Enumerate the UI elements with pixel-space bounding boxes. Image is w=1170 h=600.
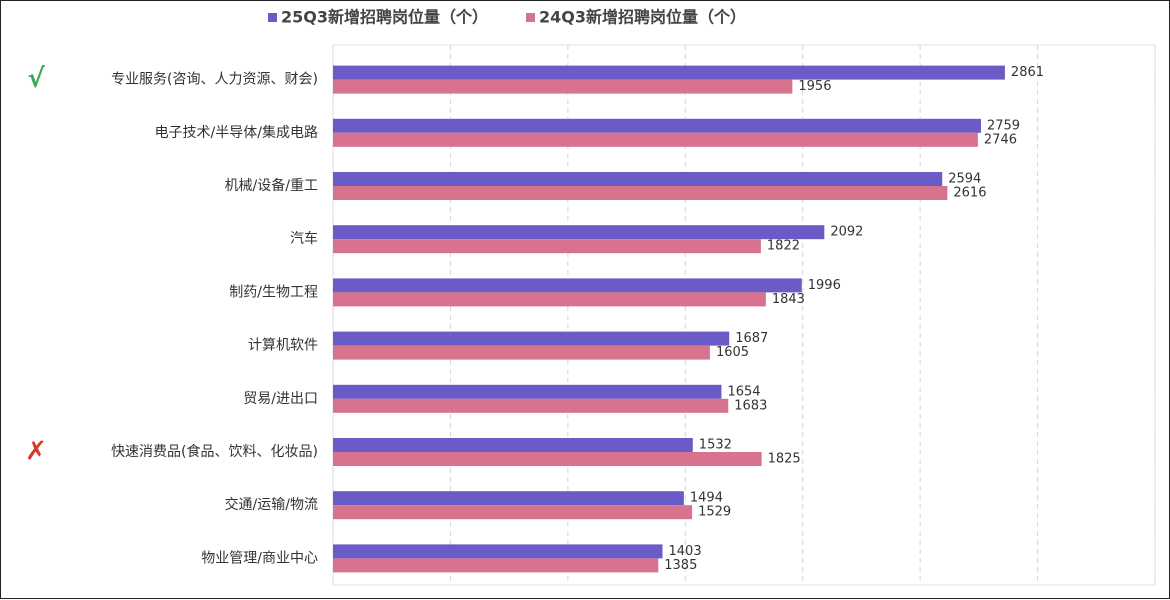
legend-label: 25Q3新增招聘岗位量（个） — [281, 8, 488, 27]
value-label: 2594 — [948, 172, 981, 187]
value-label: 2759 — [987, 118, 1020, 133]
value-label: 1843 — [772, 292, 805, 307]
bar — [333, 505, 693, 520]
value-label: 1529 — [698, 505, 731, 520]
value-label: 1996 — [808, 278, 841, 293]
annotation: √ — [27, 64, 45, 94]
bar — [333, 398, 729, 413]
value-label: 1654 — [727, 384, 760, 399]
legend-swatch — [526, 13, 535, 22]
bar — [333, 491, 684, 506]
value-label: 1532 — [699, 438, 732, 453]
value-label: 1956 — [798, 79, 831, 94]
value-label: 1683 — [734, 398, 767, 413]
legend-swatch — [268, 13, 277, 22]
value-label: 2861 — [1011, 65, 1044, 80]
value-label: 2616 — [953, 186, 986, 201]
bar — [333, 292, 766, 307]
y-tick-label: 计算机软件 — [248, 338, 318, 354]
bar — [333, 345, 710, 360]
value-label: 1687 — [735, 331, 768, 346]
bar — [333, 79, 793, 94]
annotation: ✗ — [25, 437, 47, 467]
value-label: 2746 — [984, 132, 1017, 147]
y-tick-label: 快速消费品(食品、饮料、化妆品) — [111, 443, 318, 460]
y-tick-label: 制药/生物工程 — [229, 284, 318, 300]
y-tick-label: 专业服务(咨询、人力资源、财会) — [111, 72, 318, 88]
bar — [333, 331, 730, 346]
bar — [333, 186, 948, 200]
bar — [333, 118, 981, 133]
y-tick-label: 机械/设备/重工 — [225, 177, 318, 194]
bar — [333, 278, 802, 293]
y-tick-label: 电子技术/半导体/集成电路 — [155, 124, 318, 141]
value-label: 2092 — [830, 225, 863, 240]
bar — [333, 558, 659, 573]
bar — [333, 132, 978, 147]
bar — [333, 239, 761, 254]
bar — [333, 452, 762, 466]
y-tick-label: 汽车 — [290, 230, 318, 247]
bar — [333, 544, 663, 559]
value-label: 1605 — [716, 345, 749, 360]
bar — [333, 65, 1005, 80]
bar — [333, 384, 722, 399]
value-label: 1385 — [664, 558, 697, 573]
y-tick-label: 贸易/进出口 — [243, 391, 318, 407]
value-label: 1403 — [669, 544, 702, 559]
bar — [333, 172, 943, 186]
value-label: 1494 — [690, 491, 723, 506]
y-tick-label: 物业管理/商业中心 — [201, 550, 318, 566]
legend-label: 24Q3新增招聘岗位量（个） — [539, 8, 746, 27]
bar — [333, 438, 693, 452]
value-label: 1822 — [767, 239, 800, 254]
bar — [333, 225, 825, 240]
y-tick-label: 交通/运输/物流 — [225, 496, 318, 513]
value-label: 1825 — [768, 452, 801, 467]
